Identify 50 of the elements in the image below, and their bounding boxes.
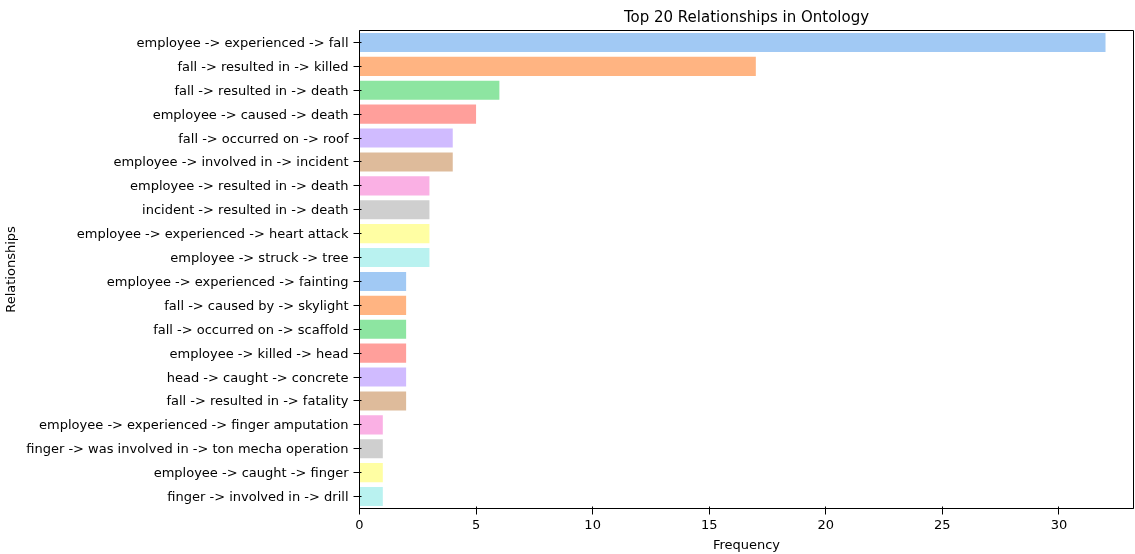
y-tick-label: employee -> experienced -> heart attack <box>76 226 349 242</box>
bar <box>359 152 453 172</box>
x-tick-label: 15 <box>700 516 718 532</box>
y-tick-label: head -> caught -> concrete <box>166 369 349 385</box>
y-tick-label: employee -> resulted in -> death <box>130 178 349 194</box>
y-tick-label: employee -> experienced -> fall <box>136 34 349 50</box>
bar <box>359 391 407 411</box>
y-tick-label: employee -> killed -> head <box>169 345 349 361</box>
bar <box>359 319 407 339</box>
y-tick-label: fall -> resulted in -> killed <box>177 58 349 74</box>
x-axis-title: Frequency <box>712 536 781 552</box>
bar <box>359 80 500 100</box>
bar <box>359 104 477 124</box>
y-tick-label: finger -> was involved in -> ton mecha operation <box>26 441 349 457</box>
y-tick-label: incident -> resulted in -> death <box>142 202 349 218</box>
x-tick-label: 5 <box>471 516 481 532</box>
y-axis-title: Relationships <box>3 225 19 313</box>
bar <box>359 271 407 292</box>
bar <box>359 439 383 459</box>
x-tick-label: 25 <box>934 516 951 532</box>
bar <box>359 415 383 435</box>
bar <box>359 343 407 363</box>
bar <box>359 176 430 196</box>
x-tick-label: 10 <box>584 516 601 532</box>
x-tick-label: 30 <box>1050 516 1068 532</box>
bar <box>359 486 383 507</box>
y-tick-label: employee -> caused -> death <box>152 106 349 122</box>
x-tick-label: 0 <box>355 516 364 532</box>
bar <box>359 56 756 76</box>
y-tick-label: fall -> resulted in -> fatality <box>166 393 349 409</box>
y-tick-label: fall -> caused by -> skylight <box>164 297 349 313</box>
x-tick-label: 20 <box>817 516 835 532</box>
bar <box>359 224 430 244</box>
y-tick-label: fall -> occurred on -> roof <box>178 130 349 146</box>
y-tick-label: fall -> occurred on -> scaffold <box>153 321 349 337</box>
chart-title: Top 20 Relationships in Ontology <box>622 7 870 26</box>
y-tick-label: fall -> resulted in -> death <box>174 82 349 98</box>
y-tick-label: finger -> involved in -> drill <box>167 489 349 505</box>
y-tick-label: employee -> struck -> tree <box>170 250 349 266</box>
bar <box>359 128 453 148</box>
y-tick-label: employee -> involved in -> incident <box>113 154 349 170</box>
y-tick-label: employee -> caught -> finger <box>153 465 350 481</box>
bar <box>359 295 407 315</box>
bar <box>359 200 430 220</box>
bar <box>359 247 430 268</box>
y-tick-label: employee -> experienced -> fainting <box>106 273 349 289</box>
bar <box>359 32 1106 53</box>
y-tick-label: employee -> experienced -> finger amputation <box>39 417 349 433</box>
bar <box>359 367 407 387</box>
bar <box>359 463 383 483</box>
